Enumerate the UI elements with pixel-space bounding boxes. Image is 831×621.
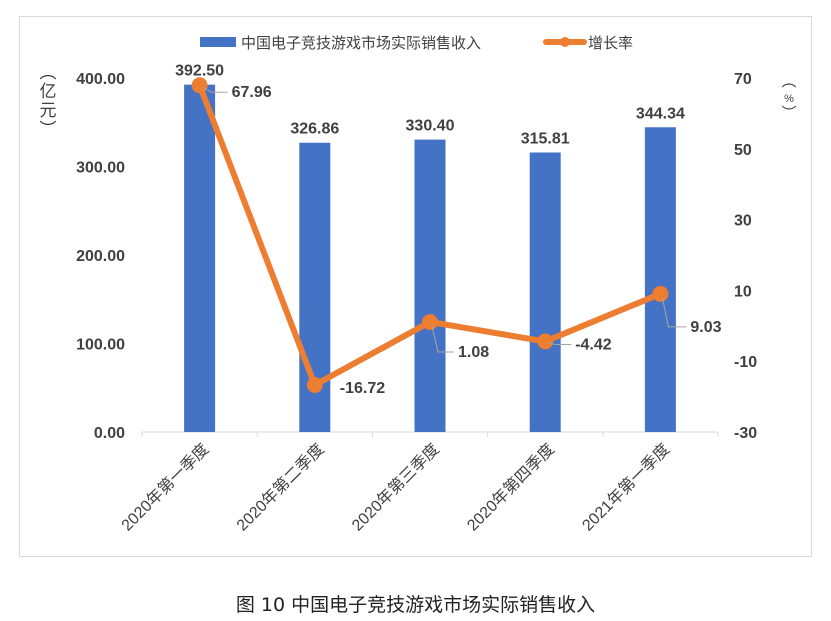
category-label: 2020年第一季度	[118, 440, 212, 534]
left-axis-unit-label: 元	[40, 101, 57, 120]
right-axis-tick-label: 70	[734, 71, 752, 88]
right-axis-tick-label: 10	[734, 283, 752, 300]
label-leader-line	[202, 86, 228, 93]
legend-line-marker	[560, 37, 570, 47]
growth-rate-label: 1.08	[458, 344, 489, 361]
category-label: 2020年第四季度	[464, 440, 558, 534]
left-axis-tick-label: 400.00	[76, 71, 125, 88]
growth-rate-label: -16.72	[340, 380, 385, 397]
left-axis-unit-label: ︶	[40, 120, 57, 139]
growth-rate-marker	[537, 333, 554, 350]
revenue-bar-label: 315.81	[521, 131, 570, 148]
growth-rate-label: -4.42	[575, 336, 612, 353]
left-axis-unit-label: 亿	[40, 82, 57, 101]
revenue-bar-label: 344.34	[636, 105, 685, 122]
legend-bar-swatch	[200, 37, 236, 47]
category-label: 2021年第一季度	[579, 440, 673, 534]
revenue-bar	[644, 127, 676, 433]
growth-rate-label: 9.03	[690, 319, 721, 336]
category-label: 2020年第二季度	[233, 440, 327, 534]
left-axis-tick-label: 100.00	[76, 337, 125, 354]
revenue-bar	[414, 139, 446, 432]
right-axis-unit-label: %	[784, 93, 794, 105]
label-leader-line	[661, 297, 687, 328]
right-axis-unit-label: ︶	[781, 105, 796, 122]
category-label: 2020年第三季度	[348, 440, 442, 534]
right-axis-tick-label: 30	[734, 213, 752, 230]
right-axis-tick-label: 50	[734, 142, 752, 159]
growth-rate-label: 67.96	[232, 84, 272, 101]
left-axis-tick-label: 300.00	[76, 160, 125, 177]
growth-rate-marker	[652, 285, 669, 302]
growth-rate-marker	[422, 313, 438, 330]
revenue-bar	[529, 152, 561, 432]
right-axis-tick-label: -10	[734, 354, 757, 371]
left-axis-tick-label: 0.00	[94, 425, 125, 442]
revenue-bar	[184, 84, 216, 432]
left-axis-unit-label: ︵	[40, 63, 57, 82]
label-leader-line	[548, 342, 572, 345]
right-axis-tick-label: -30	[734, 425, 757, 442]
revenue-bar-label: 330.40	[406, 118, 455, 135]
right-axis-unit-label: ︵	[781, 73, 796, 90]
legend-line-label: 增长率	[588, 35, 633, 52]
label-leader-line	[431, 325, 454, 353]
left-axis-tick-label: 200.00	[76, 248, 125, 265]
legend-bar-label: 中国电子竞技游戏市场实际销售收入	[241, 34, 481, 52]
revenue-bar-label: 326.86	[290, 121, 339, 138]
revenue-bar-label: 392.50	[175, 63, 224, 80]
growth-rate-marker	[191, 77, 208, 94]
growth-rate-marker	[306, 376, 323, 393]
figure-caption: 图 10 中国电子竞技游戏市场实际销售收入	[235, 594, 596, 616]
